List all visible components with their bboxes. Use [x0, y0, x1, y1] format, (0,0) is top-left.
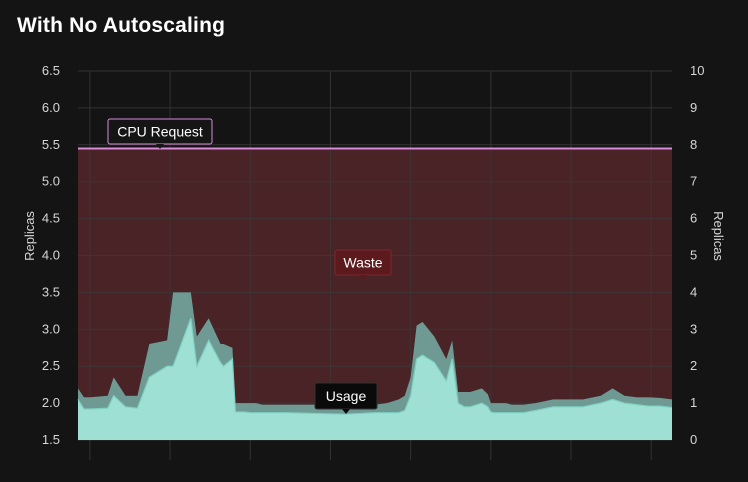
y-left-tick-label: 3.5: [42, 284, 60, 299]
y-right-tick-label: 9: [690, 100, 697, 115]
usage-line: [77, 318, 673, 415]
waste-callout: Waste: [334, 249, 392, 280]
svg-text:CPU Request: CPU Request: [117, 124, 203, 140]
cpu-request-callout: CPU Request: [107, 118, 213, 149]
svg-text:Usage: Usage: [326, 388, 367, 404]
y-left-tick-label: 4.5: [42, 211, 60, 226]
usage-callout: Usage: [314, 382, 378, 414]
y-left-tick-label: 4.0: [42, 248, 60, 263]
y-left-axis-label: Replicas: [22, 211, 37, 261]
y-left-tick-label: 6.5: [42, 63, 60, 78]
y-right-axis-label: Replicas: [711, 211, 726, 261]
y-left-tick-label: 3.0: [42, 321, 60, 336]
y-right-tick-label: 10: [690, 63, 704, 78]
svg-text:Waste: Waste: [343, 255, 382, 271]
y-left-tick-label: 5.0: [42, 174, 60, 189]
waste-area: [78, 148, 672, 406]
y-right-tick-label: 7: [690, 174, 697, 189]
y-right-tick-label: 6: [690, 211, 697, 226]
chart-title: With No Autoscaling: [17, 14, 226, 37]
y-right-tick-label: 8: [690, 137, 697, 152]
y-left-tick-label: 1.5: [42, 432, 60, 447]
usage-area: [78, 318, 672, 440]
y-right-tick-label: 4: [690, 284, 697, 299]
y-right-tick-label: 3: [690, 321, 697, 336]
y-left-tick-label: 6.0: [42, 100, 60, 115]
y-right-tick-label: 5: [690, 248, 697, 263]
y-right-tick-label: 0: [690, 432, 697, 447]
y-left-tick-label: 5.5: [42, 137, 60, 152]
y-left-tick-label: 2.0: [42, 395, 60, 410]
y-right-tick-label: 2: [690, 358, 697, 373]
y-left-tick-label: 2.5: [42, 358, 60, 373]
y-right-tick-label: 1: [690, 395, 697, 410]
